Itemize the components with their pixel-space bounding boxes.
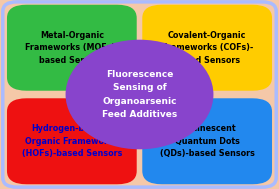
Text: Metal-Organic
Frameworks (MOFs)-
based Sensors: Metal-Organic Frameworks (MOFs)- based S… <box>25 31 119 65</box>
FancyBboxPatch shape <box>3 2 276 187</box>
Text: Hydrogen-bonded
Organic Frameworks
(HOFs)-based Sensors: Hydrogen-bonded Organic Frameworks (HOFs… <box>22 124 122 158</box>
Ellipse shape <box>66 40 213 149</box>
Text: Fluorescence
Sensing of
Organoarsenic
Feed Additives: Fluorescence Sensing of Organoarsenic Fe… <box>102 70 177 119</box>
FancyBboxPatch shape <box>142 98 272 184</box>
FancyBboxPatch shape <box>7 98 137 184</box>
Text: Luminescent
Quantum Dots
(QDs)-based Sensors: Luminescent Quantum Dots (QDs)-based Sen… <box>160 124 255 158</box>
Text: Covalent-Organic
Frameworks (COFs)-
based Sensors: Covalent-Organic Frameworks (COFs)- base… <box>162 31 253 65</box>
FancyBboxPatch shape <box>142 5 272 91</box>
FancyBboxPatch shape <box>7 5 137 91</box>
